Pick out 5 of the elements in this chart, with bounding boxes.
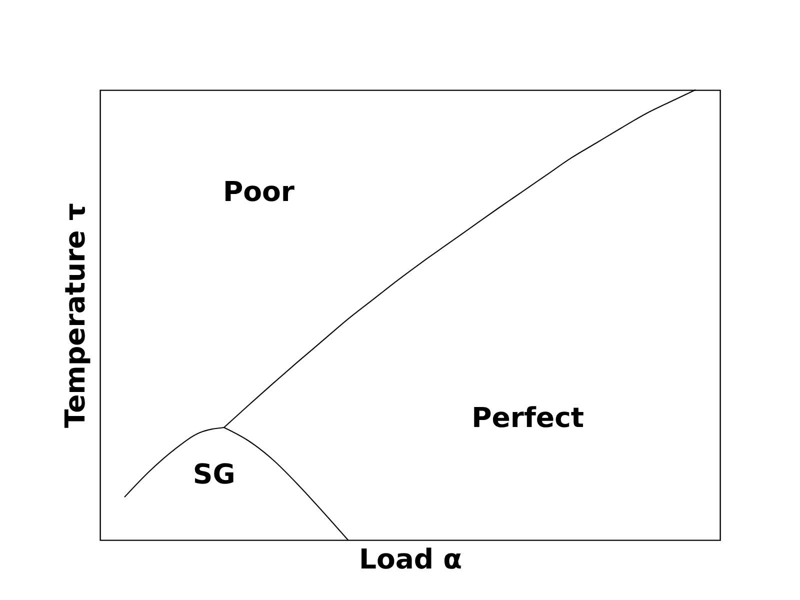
annotation: Perfect	[472, 402, 584, 434]
x-axis-title: Load α	[358, 544, 462, 576]
annotation: SG	[192, 458, 236, 491]
annotation: Poor	[222, 176, 295, 208]
y-axis-title: Temperature τ	[60, 203, 92, 428]
